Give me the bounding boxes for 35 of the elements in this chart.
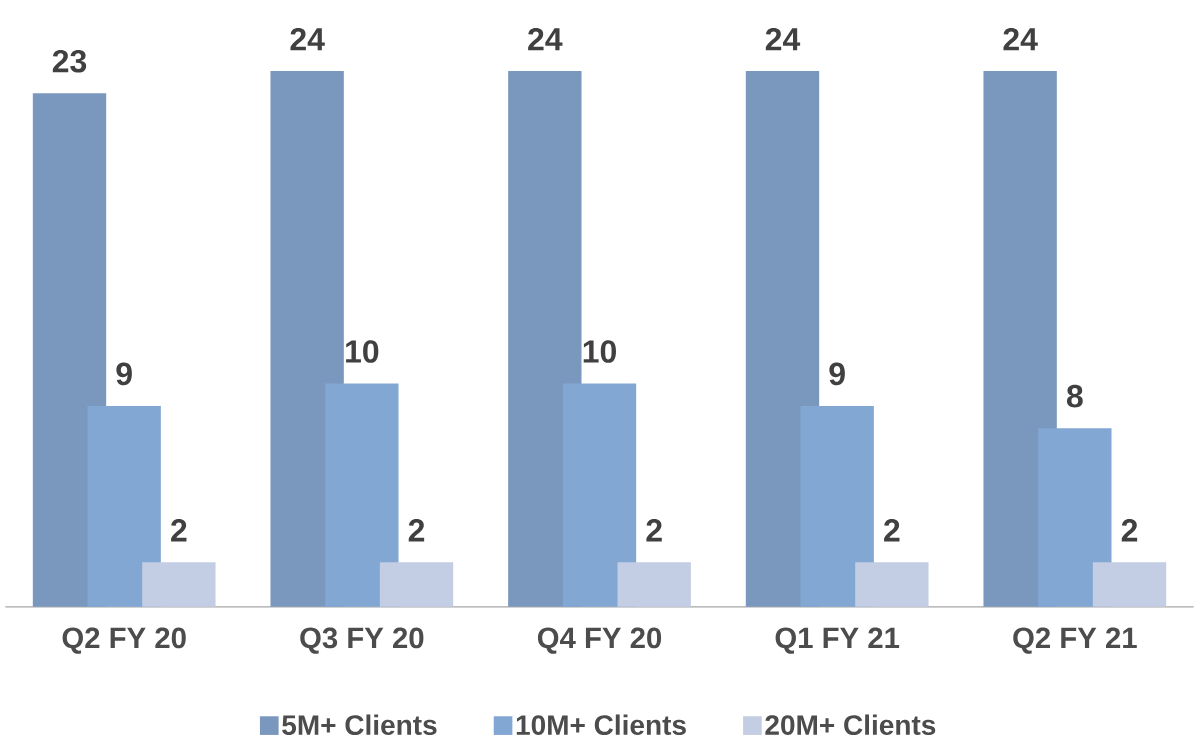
bar bbox=[142, 562, 216, 608]
bar bbox=[745, 71, 820, 608]
x-tick-label: Q2 FY 21 bbox=[1013, 627, 1137, 655]
data-label: 24 bbox=[290, 28, 325, 51]
legend-label: 20M+ Clients bbox=[765, 714, 936, 736]
data-label: 24 bbox=[765, 28, 801, 51]
bar bbox=[562, 383, 637, 608]
bar bbox=[800, 406, 874, 608]
data-label: 23 bbox=[52, 50, 87, 73]
bar bbox=[379, 562, 454, 608]
data-label: 24 bbox=[1003, 28, 1038, 51]
legend-label: 10M+ Clients bbox=[516, 714, 686, 736]
data-label: 9 bbox=[829, 362, 845, 386]
data-label: 2 bbox=[171, 519, 187, 542]
data-label: 2 bbox=[408, 519, 425, 542]
legend-label: 5M+ Clients bbox=[282, 714, 437, 736]
data-label: 8 bbox=[1066, 385, 1083, 408]
x-tick-label: Q2 FY 20 bbox=[62, 627, 186, 655]
data-label: 2 bbox=[1121, 519, 1138, 542]
x-tick-label: Q1 FY 21 bbox=[775, 627, 900, 655]
x-tick-label: Q3 FY 20 bbox=[300, 627, 424, 655]
data-label: 10 bbox=[583, 340, 616, 364]
bar bbox=[983, 71, 1057, 608]
bar bbox=[87, 406, 161, 608]
data-label: 9 bbox=[116, 362, 132, 386]
data-label: 24 bbox=[528, 28, 563, 51]
data-label: 2 bbox=[646, 519, 662, 542]
bar bbox=[1092, 562, 1167, 608]
bar bbox=[1038, 428, 1112, 608]
bar bbox=[325, 383, 399, 608]
bar bbox=[855, 562, 929, 608]
bar bbox=[617, 562, 691, 608]
x-tick-label: Q4 FY 20 bbox=[537, 627, 662, 655]
data-label: 2 bbox=[884, 519, 900, 542]
data-label: 10 bbox=[346, 340, 379, 364]
